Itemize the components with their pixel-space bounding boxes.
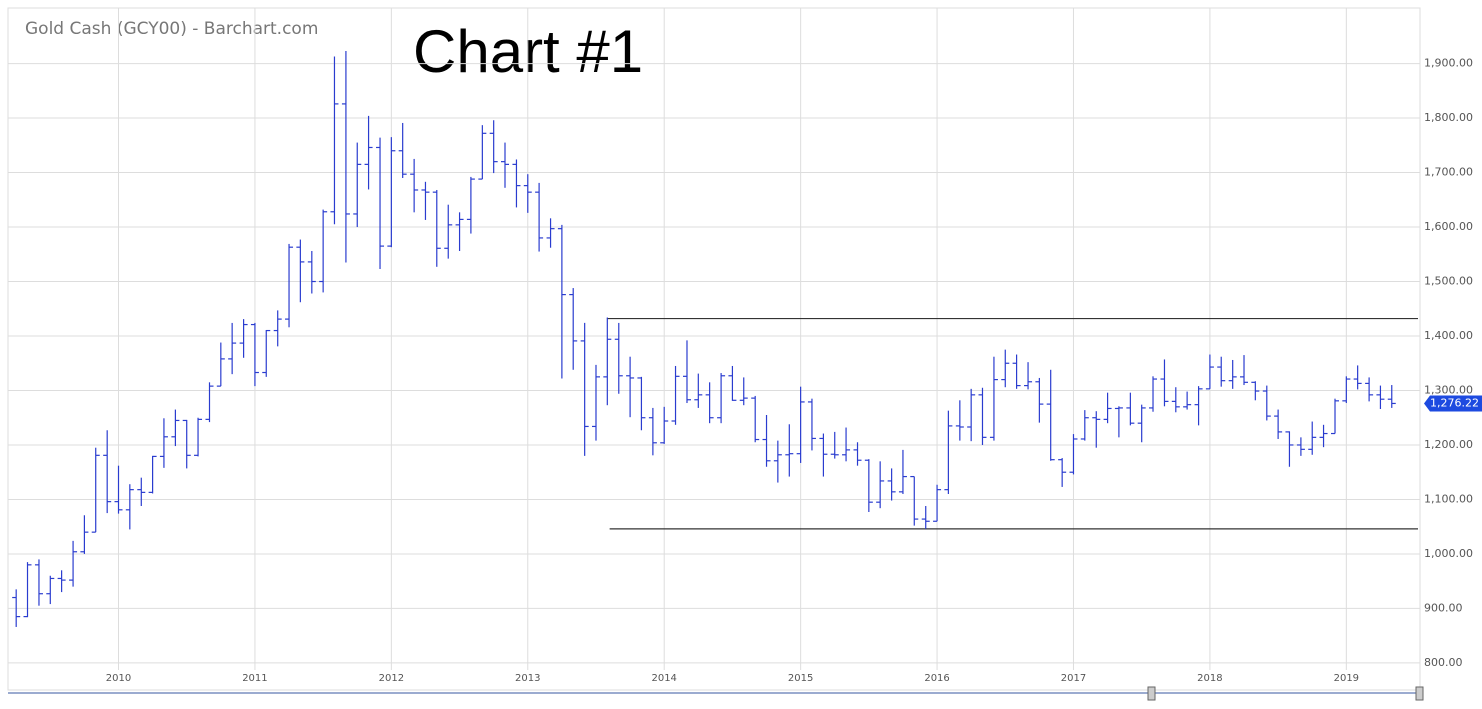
y-tick-label: 900.00	[1424, 601, 1463, 614]
x-tick-label: 2013	[515, 673, 540, 684]
y-tick-label: 1,900.00	[1424, 57, 1473, 70]
x-tick-label: 2019	[1334, 673, 1359, 684]
x-tick-label: 2018	[1197, 673, 1222, 684]
y-tick-label: 1,000.00	[1424, 547, 1473, 560]
y-tick-label: 1,200.00	[1424, 438, 1473, 451]
x-tick-label: 2015	[788, 673, 813, 684]
price-tag-label: 1,276.22	[1430, 396, 1479, 409]
scroll-handle[interactable]	[1147, 686, 1156, 701]
x-tick-label: 2011	[242, 673, 267, 684]
price-tag	[1424, 395, 1482, 412]
y-tick-label: 1,100.00	[1424, 492, 1473, 505]
y-tick-label: 800.00	[1424, 656, 1463, 669]
y-tick-label: 1,700.00	[1424, 166, 1473, 179]
x-tick-label: 2012	[379, 673, 404, 684]
x-tick-label: 2010	[106, 673, 131, 684]
y-tick-label: 1,500.00	[1424, 275, 1473, 288]
plot-frame	[7, 7, 1421, 691]
y-tick-label: 1,600.00	[1424, 220, 1473, 233]
y-tick-label: 1,400.00	[1424, 329, 1473, 342]
x-tick-label: 2017	[1061, 673, 1086, 684]
chart-title: Gold Cash (GCY00) - Barchart.com	[25, 19, 318, 39]
x-tick-label: 2014	[651, 673, 676, 684]
x-tick-label: 2016	[924, 673, 949, 684]
y-tick-label: 1,300.00	[1424, 383, 1473, 396]
y-tick-label: 1,800.00	[1424, 111, 1473, 124]
scroll-handle[interactable]	[1415, 686, 1424, 701]
